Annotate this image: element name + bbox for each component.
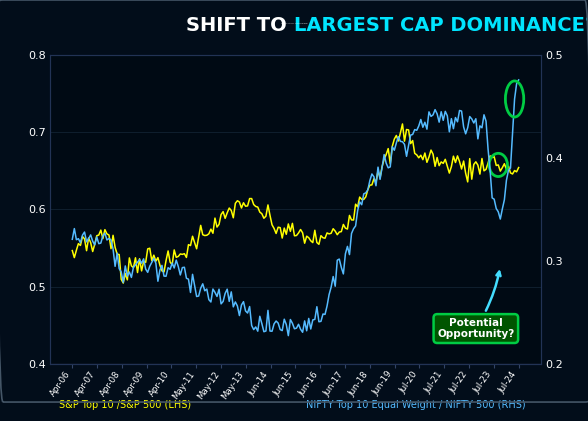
Text: LARGEST CAP DOMINANCE?: LARGEST CAP DOMINANCE? [294, 16, 588, 35]
Text: SHIFT TO LARGEST CAP DOMINANCE?: SHIFT TO LARGEST CAP DOMINANCE? [280, 23, 308, 24]
Text: NIFTY Top 10 Equal Weight / NIFTY 500 (RHS): NIFTY Top 10 Equal Weight / NIFTY 500 (R… [306, 400, 526, 410]
Text: S&P Top 10 /S&P 500 (LHS): S&P Top 10 /S&P 500 (LHS) [59, 400, 191, 410]
Text: SHIFT TO: SHIFT TO [186, 16, 294, 35]
Text: Potential
Opportunity?: Potential Opportunity? [437, 272, 514, 339]
